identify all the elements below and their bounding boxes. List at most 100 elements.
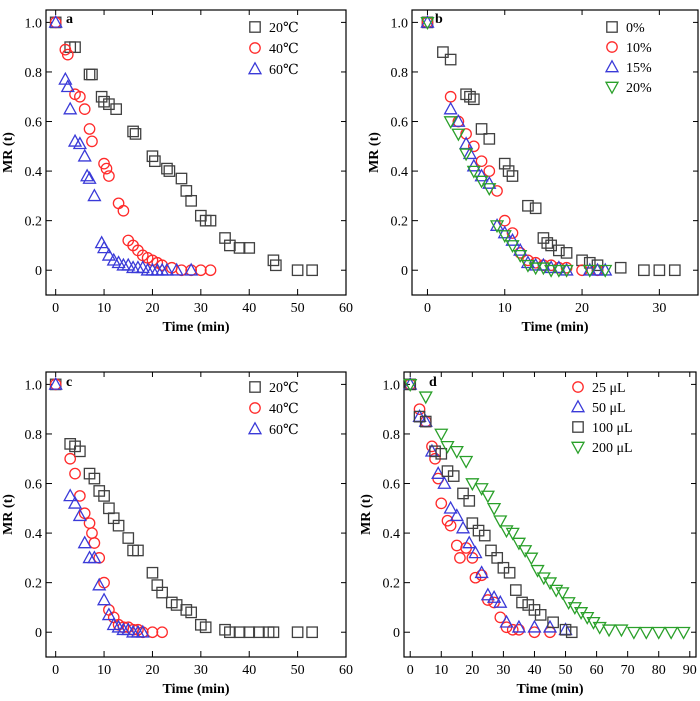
panel-a: 0 10 20 30 40 50 60 0 0.2 0.4 0.6 0.8 1.0 Time (min) M… xyxy=(1,9,353,335)
data-point xyxy=(112,197,125,210)
data-point xyxy=(135,624,150,638)
data-point xyxy=(67,133,83,147)
legend-label: 15% xyxy=(626,61,652,76)
x-tick-label: 10 xyxy=(97,663,111,678)
data-point xyxy=(185,606,198,619)
legend-marker xyxy=(570,399,586,413)
data-point xyxy=(460,128,472,140)
data-point xyxy=(592,621,607,635)
data-point xyxy=(163,165,176,177)
data-point xyxy=(651,626,666,640)
y-tick-label: 0.4 xyxy=(383,527,401,542)
data-point xyxy=(418,391,433,405)
legend: 20℃ 40℃ 60℃ xyxy=(247,381,299,438)
x-tick-label: 10 xyxy=(498,301,512,316)
data-point xyxy=(528,262,543,276)
y-tick-label: 0 xyxy=(35,626,42,641)
data-point xyxy=(653,264,666,277)
data-point xyxy=(74,490,86,502)
legend-label: 60℃ xyxy=(269,423,299,438)
x-tick-label: 30 xyxy=(496,663,510,678)
data-point xyxy=(527,619,542,633)
data-point xyxy=(466,517,479,530)
y-tick-label: 0.6 xyxy=(391,116,409,131)
legend-marker xyxy=(247,421,263,435)
data-point xyxy=(434,428,449,442)
y-tick-label: 0.6 xyxy=(25,478,43,493)
data-point xyxy=(86,68,98,81)
data-point xyxy=(463,495,476,507)
data-point xyxy=(544,264,559,278)
data-point xyxy=(63,488,78,502)
x-axis-label: Time (min) xyxy=(162,320,229,335)
data-point xyxy=(420,17,435,30)
x-tick-label: 10 xyxy=(97,301,111,316)
data-point xyxy=(493,515,508,529)
data-point xyxy=(480,490,495,504)
data-point xyxy=(474,483,489,497)
data-point xyxy=(505,527,520,541)
data-point xyxy=(459,148,474,162)
x-tick-label: 0 xyxy=(52,301,59,316)
data-point xyxy=(86,527,98,539)
data-point xyxy=(560,247,573,259)
data-point xyxy=(129,128,142,140)
y-tick-label: 0.2 xyxy=(391,215,409,230)
y-tick-label: 0.8 xyxy=(383,428,401,443)
legend-label: 40℃ xyxy=(269,402,299,417)
legend-marker xyxy=(249,42,261,54)
data-point xyxy=(291,626,304,639)
data-point xyxy=(474,565,489,579)
data-point xyxy=(413,403,426,416)
data-point xyxy=(83,68,96,81)
x-tick-label: 20 xyxy=(145,301,159,316)
y-tick-label: 0.2 xyxy=(25,577,43,592)
x-tick-label: 10 xyxy=(434,663,448,678)
data-point xyxy=(516,596,528,609)
data-point xyxy=(127,125,139,138)
data-point xyxy=(88,472,101,485)
data-point xyxy=(626,626,641,640)
y-tick-label: 0.2 xyxy=(383,577,401,592)
data-point xyxy=(466,165,481,179)
data-point xyxy=(474,175,489,189)
plot-frame xyxy=(411,9,699,296)
data-point xyxy=(60,79,75,93)
data-point xyxy=(474,168,489,182)
data-point xyxy=(88,537,101,549)
data-point xyxy=(506,170,519,182)
data-point xyxy=(122,532,135,544)
data-point xyxy=(96,240,112,254)
data-point xyxy=(520,255,536,269)
plot-frame xyxy=(45,371,347,658)
legend: 0% 10% 15% 20% xyxy=(604,21,652,96)
y-axis-label: MR (t) xyxy=(1,494,16,535)
data-point xyxy=(614,624,629,638)
data-point xyxy=(482,183,497,196)
legend-label: 60℃ xyxy=(269,63,299,78)
data-point xyxy=(493,594,508,608)
x-tick-label: 20 xyxy=(465,663,479,678)
data-point xyxy=(489,220,505,234)
data-point xyxy=(306,264,318,277)
data-point xyxy=(444,90,457,103)
data-point xyxy=(443,500,458,514)
data-point xyxy=(565,626,578,639)
data-point xyxy=(576,254,588,267)
data-point xyxy=(78,103,91,115)
series-triangle xyxy=(48,376,150,638)
panel-d: 0 10 20 30 40 50 60 70 80 90 0 0.2 0.4 0.6 0.8 1.0 Time … xyxy=(359,371,697,697)
data-point xyxy=(475,569,488,582)
legend-label: 20℃ xyxy=(269,21,299,36)
data-point xyxy=(483,133,496,145)
data-point xyxy=(664,626,679,640)
x-tick-label: 0 xyxy=(424,301,431,316)
legend-marker xyxy=(606,41,618,53)
legend-marker xyxy=(606,21,618,33)
data-point xyxy=(639,626,654,640)
data-point xyxy=(478,529,491,542)
y-tick-label: 1.0 xyxy=(383,378,401,393)
data-point xyxy=(431,466,446,479)
x-tick-label: 40 xyxy=(242,663,256,678)
legend-marker xyxy=(604,59,620,73)
